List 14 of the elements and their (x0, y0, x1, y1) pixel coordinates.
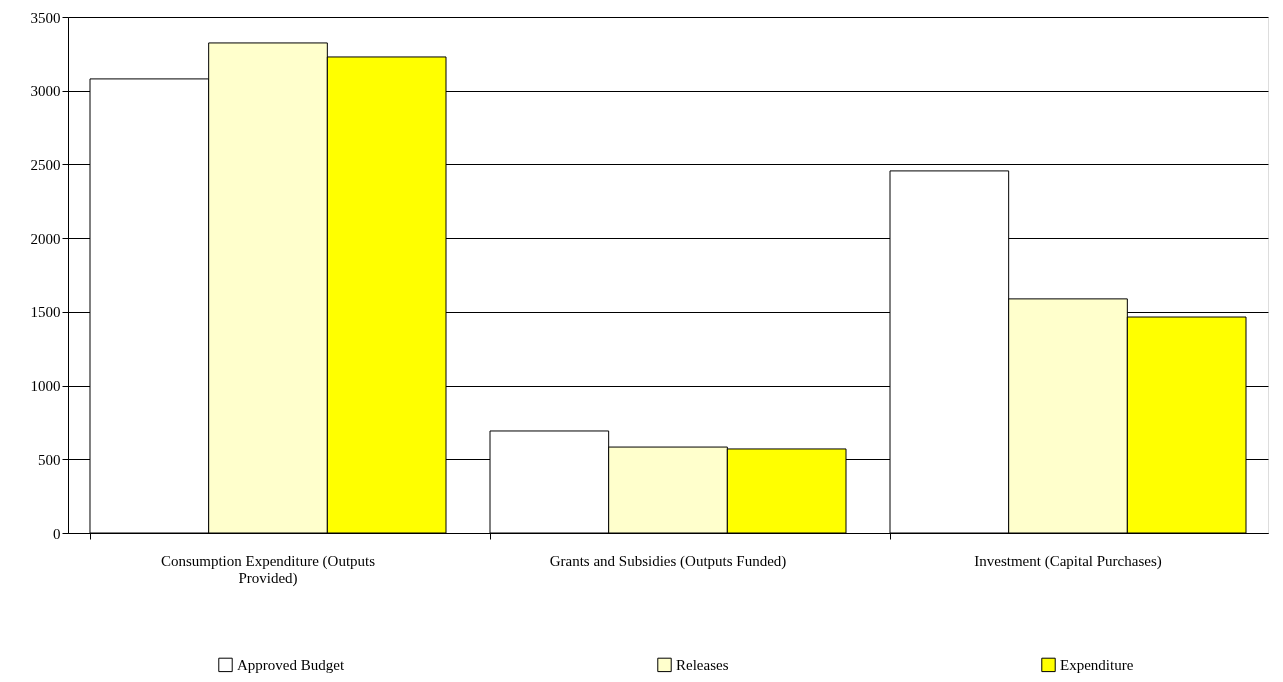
y-tick-label: 1000 (30, 378, 61, 395)
y-tick-label: 2000 (30, 230, 61, 247)
legend-label: Expenditure (1060, 656, 1134, 673)
x-tick-label: Grants and Subsidies (Outputs Funded) (549, 552, 787, 570)
y-tick-label: 0 (53, 525, 61, 542)
y-tick-label: 500 (38, 451, 61, 468)
y-tick-label: 3500 (30, 9, 61, 26)
x-tick-label: Investment (Capital Purchases) (974, 552, 1162, 570)
legend-label: Approved Budget (237, 656, 345, 673)
y-tick-label: 3000 (30, 83, 61, 100)
y-tick-label: 1500 (30, 304, 61, 321)
legend-label: Releases (676, 656, 729, 673)
y-tick-label: 2500 (30, 156, 61, 173)
x-tick-label: Consumption Expenditure (Outputs Provided) (160, 552, 376, 587)
